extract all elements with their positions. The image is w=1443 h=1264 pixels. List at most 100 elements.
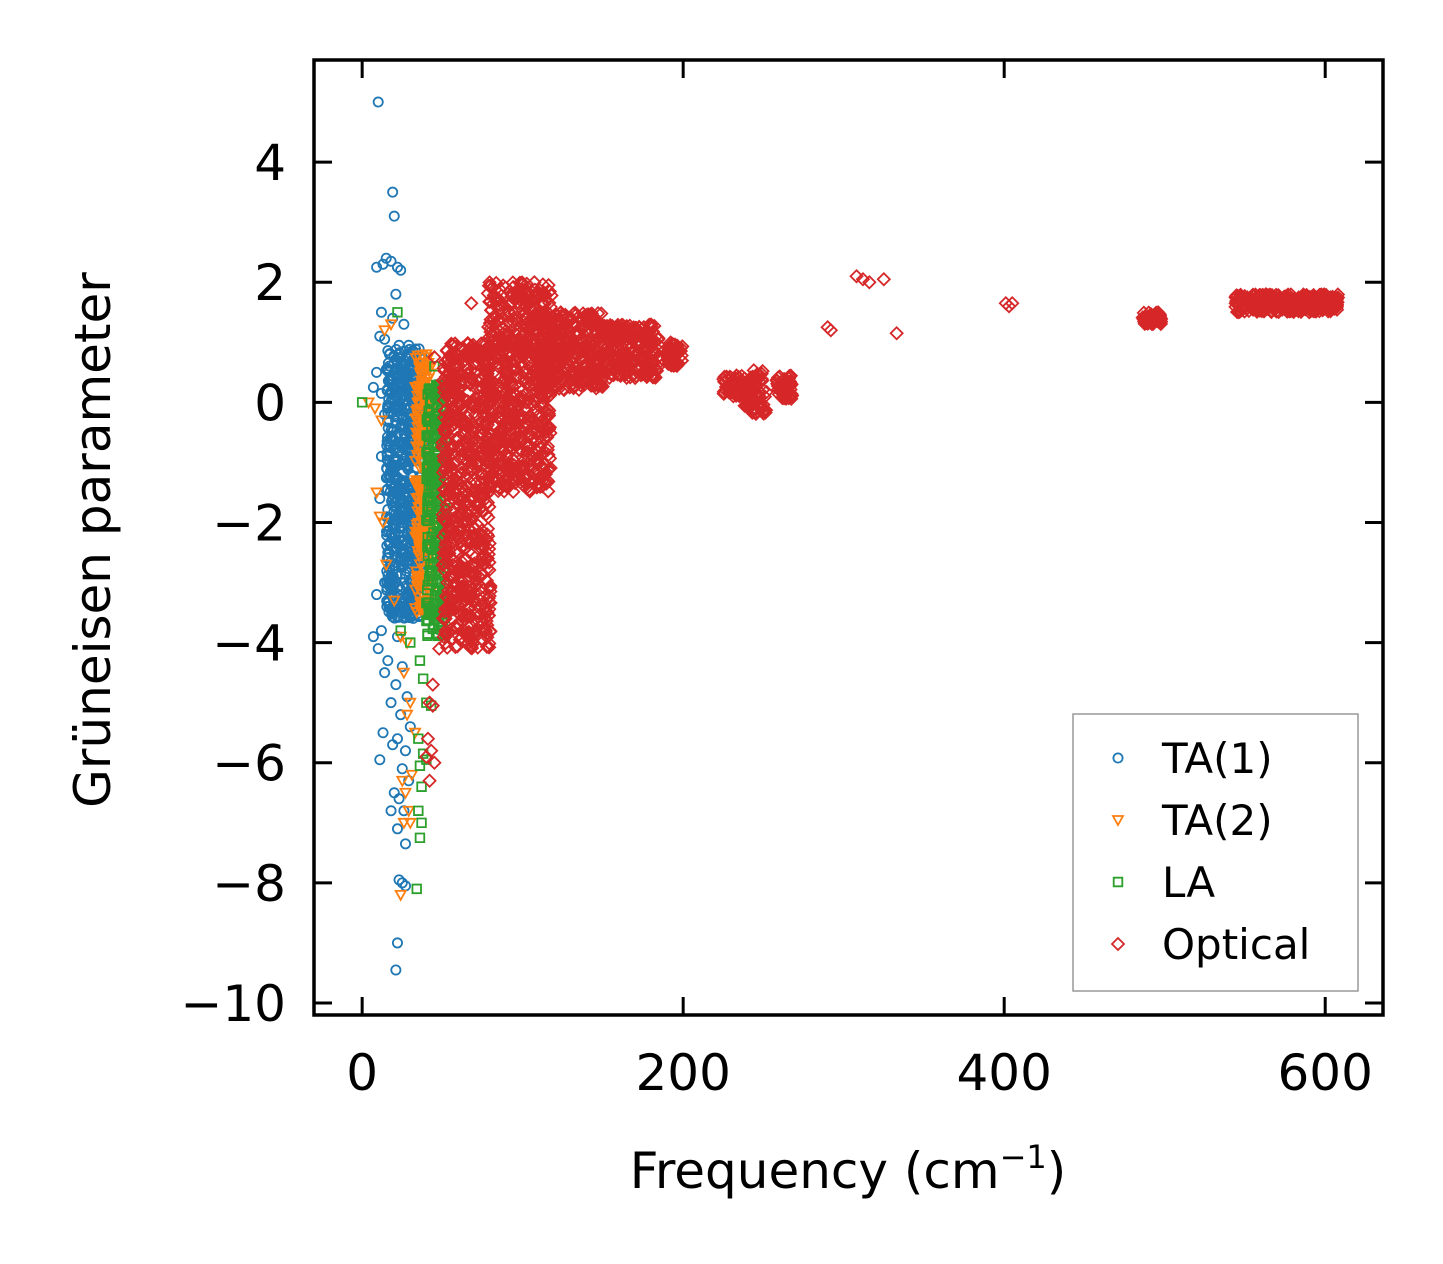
data-point <box>743 394 759 409</box>
data-point <box>610 367 625 382</box>
data-point <box>467 376 483 392</box>
data-point <box>383 348 395 360</box>
data-point <box>391 823 403 835</box>
data-point <box>392 307 403 318</box>
data-point <box>634 341 650 356</box>
data-point <box>381 582 393 594</box>
data-point <box>515 389 531 404</box>
data-point <box>439 481 454 497</box>
data-point <box>400 709 414 722</box>
data-point <box>549 347 564 363</box>
data-point <box>459 607 475 622</box>
data-point <box>452 409 468 425</box>
data-point <box>540 329 556 344</box>
data-point <box>487 307 503 323</box>
data-point <box>387 739 399 751</box>
data-point <box>411 397 425 410</box>
data-point <box>597 364 613 379</box>
data-point <box>436 545 451 561</box>
data-point <box>429 589 441 601</box>
data-point <box>1280 287 1296 302</box>
data-point <box>514 298 529 313</box>
data-point <box>435 435 450 451</box>
y-tick-label: 0 <box>254 374 286 432</box>
data-point <box>439 343 455 359</box>
data-point <box>396 536 408 548</box>
data-point <box>540 401 556 417</box>
data-point <box>459 506 474 522</box>
data-point <box>453 563 468 579</box>
data-point <box>480 561 495 576</box>
data-point <box>455 622 471 638</box>
data-point <box>437 373 453 389</box>
data-point <box>666 338 681 354</box>
data-point <box>396 560 408 572</box>
data-point <box>385 466 397 478</box>
data-point <box>1303 303 1319 319</box>
data-point <box>409 441 423 454</box>
data-point <box>464 295 479 311</box>
data-point <box>391 261 403 273</box>
data-point <box>381 447 393 459</box>
data-point <box>413 805 424 816</box>
data-point <box>450 409 465 425</box>
data-point <box>385 805 397 817</box>
data-point <box>506 357 522 373</box>
data-point <box>480 319 496 335</box>
data-point <box>507 431 522 446</box>
data-point <box>399 745 411 757</box>
data-point <box>379 559 393 572</box>
data-point <box>489 389 505 405</box>
data-point <box>415 581 429 594</box>
data-point <box>1004 295 1020 311</box>
data-point <box>474 466 489 482</box>
data-point <box>462 626 477 641</box>
data-point <box>627 331 642 347</box>
data-point <box>435 557 450 573</box>
data-point <box>535 287 550 303</box>
data-point <box>382 547 394 559</box>
data-point <box>385 255 397 267</box>
data-point <box>449 430 465 446</box>
data-point <box>597 341 613 357</box>
y-tick-label: 4 <box>254 134 286 192</box>
data-point <box>452 442 467 457</box>
y-tick-label: −2 <box>212 494 286 552</box>
data-point <box>889 326 904 341</box>
data-point <box>387 186 399 198</box>
data-point <box>457 512 472 528</box>
data-point <box>377 727 389 739</box>
data-point <box>371 366 383 378</box>
data-point <box>769 373 785 389</box>
data-point <box>548 373 564 388</box>
data-point <box>468 475 484 491</box>
data-point <box>1246 296 1261 311</box>
data-point <box>643 331 658 347</box>
data-point <box>1247 299 1263 314</box>
data-point <box>542 284 558 299</box>
data-point <box>1295 297 1310 313</box>
data-point <box>523 453 539 468</box>
data-point <box>502 374 518 390</box>
data-point <box>482 580 498 595</box>
data-point <box>468 381 484 397</box>
data-point <box>447 455 463 471</box>
data-point <box>476 546 492 562</box>
data-point <box>391 402 403 414</box>
data-point <box>447 336 463 351</box>
data-point <box>723 384 738 399</box>
data-point <box>521 436 536 452</box>
data-point <box>423 538 435 550</box>
data-point <box>615 341 631 356</box>
data-point <box>509 310 525 325</box>
data-point <box>517 402 533 418</box>
data-point <box>371 589 383 601</box>
data-point <box>438 514 454 530</box>
data-point <box>464 534 479 549</box>
data-point <box>444 352 460 367</box>
data-point <box>446 380 462 396</box>
data-point <box>468 568 483 583</box>
data-point <box>469 483 484 499</box>
data-point <box>639 354 654 369</box>
data-point <box>729 368 744 383</box>
